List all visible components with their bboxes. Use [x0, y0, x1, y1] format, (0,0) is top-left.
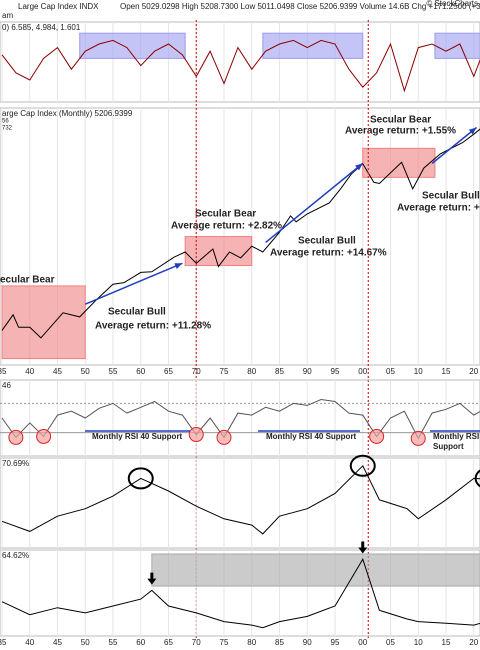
x-tick-label: 75	[220, 367, 229, 376]
x-tick-label: 05	[386, 367, 395, 376]
annotation: Average return: +14.67%	[270, 248, 387, 259]
x-tick-label: 95	[331, 367, 340, 376]
zone	[362, 147, 436, 178]
zone	[262, 32, 364, 59]
x-tick-label: 10	[414, 638, 423, 647]
x-tick-label: 35	[0, 638, 7, 647]
panel	[0, 457, 480, 549]
x-tick-label: 20	[469, 367, 478, 376]
x-tick-label: 35	[0, 367, 7, 376]
series-line	[1, 39, 480, 93]
highlight	[410, 430, 426, 446]
series-line	[1, 128, 480, 339]
series-line	[1, 464, 480, 535]
panel	[0, 107, 480, 366]
x-tick-label: 65	[164, 367, 173, 376]
brand: © StockCharts	[426, 0, 478, 8]
x-tick-label: 00	[358, 638, 367, 647]
x-tick-label: 15	[442, 638, 451, 647]
time: am	[2, 11, 13, 20]
annotation: Average return: +11.28%	[95, 321, 211, 332]
highlight	[216, 429, 232, 445]
annotation: Secular Bear	[195, 209, 256, 220]
x-tick-label: 10	[414, 367, 423, 376]
x-tick-label: 45	[53, 367, 62, 376]
x-tick-label: 70	[192, 638, 201, 647]
x-tick-label: 80	[247, 638, 256, 647]
x-tick-label: 95	[331, 638, 340, 647]
annotation: ecular Bear	[0, 275, 55, 286]
arrow-head	[468, 127, 477, 135]
symbol: Large Cap Index INDX	[18, 2, 99, 11]
x-tick-label: 05	[386, 638, 395, 647]
annotation: Monthly RSI 40 Support	[92, 432, 183, 441]
highlight	[349, 454, 376, 477]
x-tick-label: 45	[53, 638, 62, 647]
x-tick-label: 00	[358, 367, 367, 376]
arrow-head	[355, 163, 363, 171]
x-tick-label: 40	[25, 367, 34, 376]
panel-subtitle: 732	[2, 126, 13, 132]
zone	[184, 236, 253, 267]
x-tick-label: 55	[109, 638, 118, 647]
panel-subtitle: 56	[2, 119, 9, 125]
x-tick-label: 60	[136, 638, 145, 647]
series-line	[1, 557, 480, 629]
panel-title: arge Cap Index (Monthly) 5206.9399	[2, 109, 133, 118]
x-tick-label: 85	[275, 367, 284, 376]
trend-line	[265, 162, 364, 244]
arrow-head	[174, 263, 183, 269]
marker-arrow	[358, 541, 368, 554]
x-tick-label: 90	[303, 367, 312, 376]
zone	[434, 32, 480, 59]
marker-arrow	[147, 572, 157, 585]
annotation: Average return: +2.82%	[171, 221, 282, 232]
annotation: Monthly RSI 40 Support	[266, 432, 357, 441]
highlight	[8, 429, 24, 445]
x-tick-label: 50	[81, 638, 90, 647]
panel	[0, 21, 480, 103]
x-tick-label: 75	[220, 638, 229, 647]
highlight	[474, 469, 480, 488]
highlight	[36, 428, 52, 444]
panel	[0, 379, 480, 457]
x-tick-label: 60	[136, 367, 145, 376]
panel	[0, 549, 480, 637]
annotation: Secular Bull	[108, 307, 166, 318]
highlight	[127, 467, 154, 490]
x-tick-label: 65	[164, 638, 173, 647]
x-tick-label: 50	[81, 367, 90, 376]
x-tick-label: 90	[303, 638, 312, 647]
annotation: Secular Bull	[422, 191, 480, 202]
annotation: Secular Bull	[298, 236, 356, 247]
x-tick-label: 70	[192, 367, 201, 376]
annotation: Support	[433, 442, 464, 451]
trend-line	[84, 262, 183, 305]
annotation: Average return: +1.55%	[345, 126, 456, 137]
panel-title: 64.62%	[2, 551, 29, 560]
panel-title: 46	[2, 381, 11, 390]
zone	[151, 553, 480, 587]
quote: Open 5029.0298 High 5208.7300 Low 5011.0…	[120, 2, 480, 11]
x-tick-label: 80	[247, 367, 256, 376]
x-tick-label: 55	[109, 367, 118, 376]
highlight	[369, 428, 385, 444]
x-tick-label: 20	[469, 638, 478, 647]
highlight	[188, 427, 204, 443]
x-tick-label: 15	[442, 367, 451, 376]
zone	[1, 285, 86, 360]
annotation: Secular Bear	[370, 115, 431, 126]
x-tick-label: 40	[25, 638, 34, 647]
trend-line	[431, 126, 477, 164]
panel-title: 70.69%	[2, 459, 29, 468]
x-tick-label: 85	[275, 638, 284, 647]
annotation: Average return: +	[397, 203, 480, 214]
annotation: Monthly RSI 40	[433, 432, 480, 441]
panel-title: 0) 6.585, 4.984, 1.601	[2, 23, 81, 32]
